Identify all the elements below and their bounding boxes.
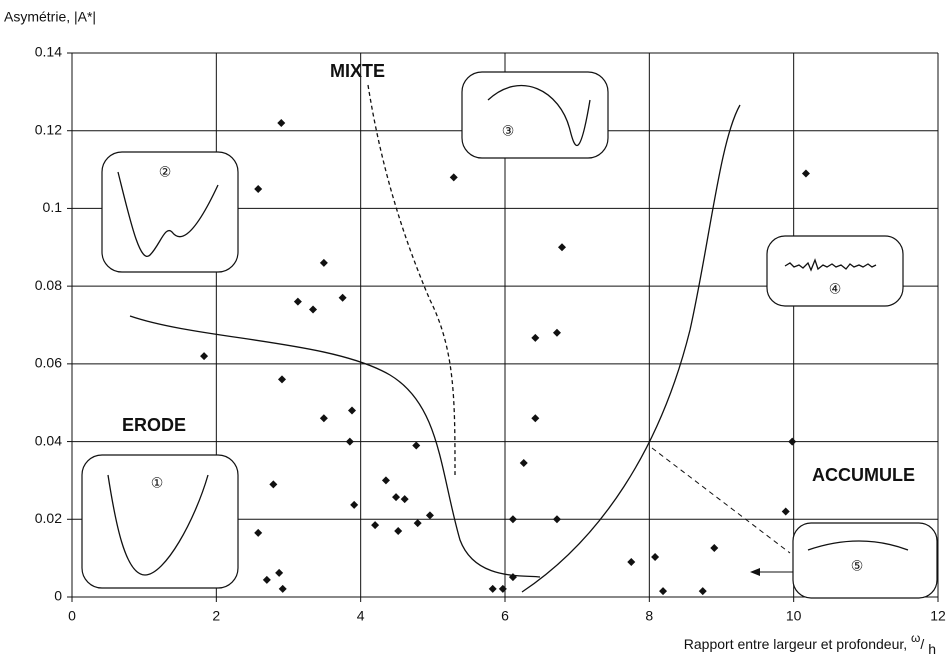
point (519, 458, 528, 467)
region-label: ACCUMULE (812, 465, 915, 485)
plot-area: 0 0.02 0.04 0.06 0.08 0.1 0.12 0.14 0 2 4 6 8 10 12 (35, 44, 946, 624)
point (309, 305, 318, 314)
point (319, 414, 328, 423)
erode-boundary (129, 315, 541, 578)
x-tick-label: 10 (786, 608, 802, 624)
point (698, 587, 707, 596)
sketch-1 (107, 474, 209, 576)
point (293, 297, 302, 306)
x-tick-label: 12 (930, 608, 946, 624)
y-tick-label: 0 (54, 588, 62, 604)
y-axis-label: Asymétrie, |A*| (4, 9, 96, 25)
point (400, 495, 409, 504)
shape-label: ⑤ (851, 558, 864, 574)
point (277, 118, 286, 127)
point (627, 558, 636, 567)
point (425, 511, 434, 520)
sketch-4 (784, 258, 877, 272)
y-tick-label: 0.06 (35, 355, 62, 371)
sketch-5 (807, 540, 909, 551)
x-label-omega: ω (911, 631, 920, 645)
y-tick-label: 0.04 (35, 432, 62, 448)
point (449, 173, 458, 182)
sketch-2 (117, 171, 219, 258)
pointer-line (651, 447, 791, 554)
y-tick-label: 0.08 (35, 277, 62, 293)
point (552, 328, 561, 337)
point (254, 528, 263, 537)
x-label-text: Rapport entre largeur et profondeur, (684, 636, 911, 652)
shape-label: ① (151, 475, 164, 491)
shape-label: ③ (502, 123, 515, 139)
shape-label: ④ (829, 281, 842, 297)
point (651, 552, 660, 561)
point (412, 441, 421, 450)
point (350, 500, 359, 509)
x-tick-label: 6 (501, 608, 509, 624)
inset-3 (461, 71, 609, 159)
point (381, 476, 390, 485)
inset-5 (792, 522, 938, 599)
point (659, 587, 668, 596)
point (531, 333, 540, 342)
point (278, 584, 287, 593)
mixte-boundary (367, 84, 456, 476)
point (558, 243, 567, 252)
point (413, 519, 422, 528)
point (531, 414, 540, 423)
x-tick-label: 4 (357, 608, 365, 624)
x-tick-label: 8 (645, 608, 653, 624)
inset-1 (81, 454, 239, 589)
point (781, 507, 790, 516)
y-tick-label: 0.12 (35, 121, 62, 137)
x-tick-label: 0 (68, 608, 76, 624)
point (200, 352, 209, 361)
point (371, 521, 380, 530)
point (262, 575, 271, 584)
region-label: MIXTE (330, 61, 385, 81)
point (508, 515, 517, 524)
x-tick-label: 2 (212, 608, 220, 624)
sketch-3 (487, 84, 591, 147)
inset-2 (101, 151, 239, 273)
point (498, 584, 507, 593)
point (788, 437, 797, 446)
point (710, 544, 719, 553)
y-tick-label: 0.02 (35, 510, 62, 526)
shape-label: ② (159, 164, 172, 180)
point (392, 493, 401, 502)
y-tick-label: 0.14 (35, 44, 62, 60)
point (488, 584, 497, 593)
point (394, 526, 403, 535)
point (552, 515, 561, 524)
y-tick-label: 0.1 (43, 199, 63, 215)
point (275, 568, 284, 577)
point (319, 258, 328, 267)
region-label: ERODE (122, 415, 186, 435)
accumule-boundary (521, 104, 741, 593)
overlay: ② ③ ④ ① ⑤ MIXTE ERODE ACCUMULE (81, 61, 938, 599)
inset-4 (766, 235, 904, 307)
point (254, 185, 263, 193)
point (269, 480, 278, 489)
point (345, 437, 354, 446)
x-label-h: h (928, 641, 936, 657)
point (348, 406, 357, 415)
point (338, 293, 347, 302)
point (801, 169, 810, 178)
point (278, 375, 287, 384)
x-label-slash: / (920, 636, 928, 652)
arrow-head (750, 568, 760, 576)
x-axis-label: Rapport entre largeur et profondeur, ω/ … (684, 631, 936, 657)
